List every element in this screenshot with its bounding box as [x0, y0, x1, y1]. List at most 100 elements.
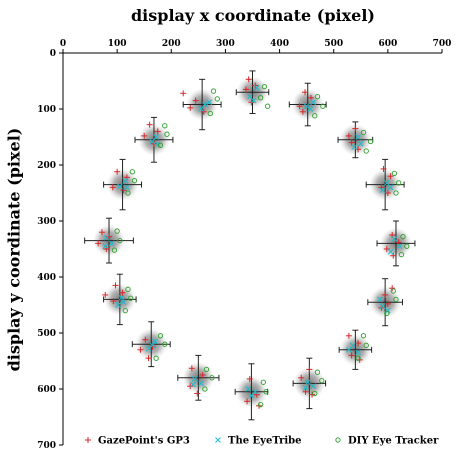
- data-point: [253, 391, 260, 398]
- marker-stroke: [118, 294, 125, 301]
- marker-stroke: [379, 187, 386, 194]
- data-point: [102, 291, 109, 298]
- marker-stroke: [385, 307, 391, 314]
- data-point: [142, 336, 149, 343]
- legend-label: The EyeTribe: [228, 436, 302, 447]
- data-point: [137, 346, 144, 353]
- x-tick-label: 400: [270, 39, 289, 49]
- data-point: [122, 177, 129, 184]
- data-point: [387, 184, 394, 191]
- data-point: [125, 286, 131, 292]
- legend-label: DIY Eye Tracker: [348, 436, 439, 447]
- legend-marker: [215, 437, 221, 443]
- data-point: [391, 236, 398, 242]
- marker-stroke: [355, 134, 361, 140]
- marker-stroke: [248, 392, 255, 399]
- data-point: [302, 89, 309, 96]
- data-point: [206, 99, 213, 106]
- data-point: [120, 299, 127, 306]
- data-point: [355, 355, 361, 361]
- data-point: [395, 239, 402, 246]
- data-point: [263, 389, 269, 395]
- data-point: [314, 369, 321, 375]
- series-2: [111, 83, 410, 408]
- data-point: [352, 125, 359, 132]
- data-point: [124, 184, 130, 191]
- data-point: [95, 240, 102, 247]
- marker-stroke: [357, 140, 364, 147]
- data-point: [312, 113, 318, 119]
- y-tick-label: 100: [37, 105, 56, 115]
- data-point: [400, 234, 406, 240]
- data-point: [396, 180, 402, 186]
- x-tick-label: 100: [108, 39, 127, 49]
- data-point: [149, 138, 156, 145]
- data-point: [112, 282, 119, 289]
- data-point: [345, 132, 352, 139]
- marker-stroke: [307, 106, 314, 112]
- data-point: [396, 243, 403, 250]
- data-point: [357, 140, 364, 147]
- series-1: [102, 84, 403, 399]
- data-point: [129, 169, 135, 175]
- marker-stroke: [383, 180, 390, 186]
- y-tick-label: 600: [37, 385, 56, 395]
- x-axis-title: display x coordinate (pixel): [130, 6, 375, 25]
- data-point: [209, 375, 215, 381]
- data-point: [110, 298, 117, 305]
- data-point: [257, 402, 264, 408]
- points-layer: [95, 76, 410, 409]
- data-point: [128, 295, 134, 301]
- data-point: [164, 131, 170, 137]
- data-point: [299, 108, 306, 115]
- data-point: [351, 144, 358, 150]
- data-point: [382, 291, 389, 298]
- data-point: [246, 375, 253, 382]
- data-point: [253, 84, 260, 91]
- data-point: [131, 178, 138, 184]
- data-point: [307, 106, 314, 112]
- data-point: [102, 243, 109, 250]
- data-point: [162, 341, 168, 347]
- data-point: [387, 248, 394, 255]
- y-tick-label: 400: [37, 273, 56, 283]
- data-point: [190, 381, 196, 388]
- data-point: [380, 165, 387, 172]
- data-point: [191, 376, 198, 382]
- data-point: [257, 95, 264, 101]
- marker-stroke: [302, 385, 309, 391]
- data-point: [384, 310, 390, 317]
- data-point: [188, 365, 195, 372]
- y-tick-label: 500: [37, 329, 56, 339]
- data-point: [348, 352, 355, 359]
- marker-stroke: [310, 99, 316, 106]
- data-point: [296, 103, 303, 110]
- data-point: [310, 99, 316, 106]
- data-point: [154, 141, 161, 148]
- data-point: [154, 128, 161, 135]
- data-point: [153, 355, 159, 361]
- data-point: [363, 342, 369, 348]
- marker-stroke: [304, 379, 311, 386]
- data-point: [245, 386, 252, 392]
- data-point: [355, 134, 361, 140]
- data-point: [398, 251, 405, 258]
- data-point: [360, 333, 367, 339]
- marker-stroke: [376, 296, 383, 303]
- data-point: [244, 398, 251, 405]
- marker-stroke: [149, 138, 156, 145]
- y-tick-label: 300: [37, 217, 56, 227]
- data-point: [162, 123, 168, 129]
- data-point: [114, 168, 121, 175]
- data-point: [214, 96, 220, 102]
- marker-stroke: [120, 299, 127, 306]
- data-point: [141, 132, 148, 139]
- data-point: [210, 88, 217, 94]
- data-point: [312, 390, 318, 397]
- y-tick-label: 700: [37, 441, 56, 451]
- data-point: [303, 103, 310, 110]
- marker-stroke: [246, 93, 253, 100]
- data-point: [117, 237, 123, 244]
- data-point: [118, 294, 125, 301]
